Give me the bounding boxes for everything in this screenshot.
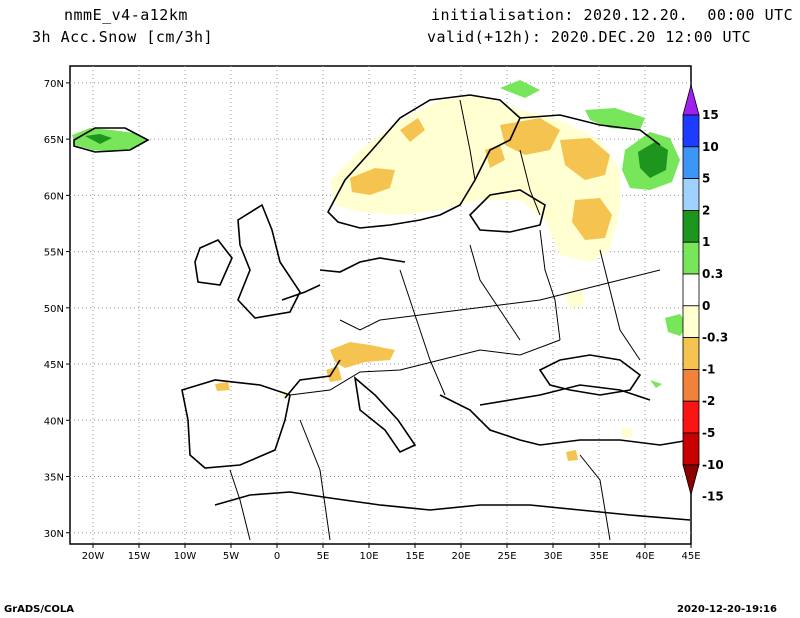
initialisation-time: initialisation: 2020.12.20. 00:00 UTC [431, 6, 794, 24]
field-title: 3h Acc.Snow [cm/3h] [32, 28, 214, 46]
lon-label: 35E [589, 551, 608, 562]
valid-time: valid(+12h): 2020.DEC.20 12:00 UTC [427, 28, 752, 46]
lat-label: 45N [44, 360, 64, 371]
colorbar-label: -1 [702, 362, 715, 376]
colorbar-label: 0 [702, 299, 710, 313]
colorbar-swatch [682, 209, 700, 243]
lat-label: 50N [44, 304, 64, 315]
colorbar-swatch [682, 178, 700, 211]
colorbar-swatch [682, 114, 700, 148]
colorbar-swatch [682, 337, 700, 370]
colorbar-label: -15 [702, 490, 724, 504]
colorbar-label: 0.3 [702, 267, 723, 281]
coastlines [73, 94, 691, 521]
lon-label: 10E [359, 551, 378, 562]
colorbar-swatch [682, 368, 700, 402]
lat-label: 60N [44, 191, 64, 202]
lon-label: 15E [405, 551, 424, 562]
render-timestamp: 2020-12-20-19:16 [677, 604, 777, 615]
lat-label: 65N [44, 135, 64, 146]
lon-label: 15W [128, 551, 151, 562]
colorbar-swatch [682, 305, 700, 338]
lon-label: 20W [82, 551, 105, 562]
colorbar-swatch [682, 273, 700, 307]
lon-label: 10W [174, 551, 197, 562]
lat-label: 30N [44, 529, 64, 540]
colorbar-label: -0.3 [702, 331, 728, 345]
colorbar-swatch [682, 241, 700, 275]
lon-label: 40E [635, 551, 654, 562]
lon-label: 0 [274, 551, 280, 562]
lon-label: 45E [681, 551, 700, 562]
colorbar-label: -2 [702, 394, 715, 408]
colorbar-label: 15 [702, 108, 719, 122]
colorbar-label: 10 [702, 140, 719, 154]
lat-label: 35N [44, 473, 64, 484]
borders [229, 99, 661, 541]
colorbar-swatch [682, 400, 700, 434]
colorbar-bottom-arrow [682, 464, 700, 497]
lat-label: 70N [44, 79, 64, 90]
colorbar-label: 5 [702, 172, 710, 186]
lon-label: 25E [497, 551, 516, 562]
lon-label: 20E [451, 551, 470, 562]
lon-label: 5E [317, 551, 330, 562]
lat-label: 55N [44, 248, 64, 259]
colorbar-label: 1 [702, 235, 710, 249]
colorbar-label: -10 [702, 458, 724, 472]
lon-label: 5W [223, 551, 239, 562]
colorbar-label: 2 [702, 203, 710, 217]
colorbar: 15 10 5 2 1 0.3 0 -0.3 -1 -2 -5 -10 -15 [682, 83, 728, 504]
colorbar-swatch [682, 146, 700, 180]
software-credit: GrADS/COLA [4, 604, 74, 615]
model-title: nmmE_v4-a12km [64, 6, 188, 24]
colorbar-swatch [682, 432, 700, 466]
lat-label: 40N [44, 416, 64, 427]
map-axes: 70N 65N 60N 55N 50N 45N 40N 35N 30N 20W 15W 10W 5W 0 5… [44, 79, 701, 562]
lon-label: 30E [543, 551, 562, 562]
colorbar-label: -5 [702, 426, 715, 440]
